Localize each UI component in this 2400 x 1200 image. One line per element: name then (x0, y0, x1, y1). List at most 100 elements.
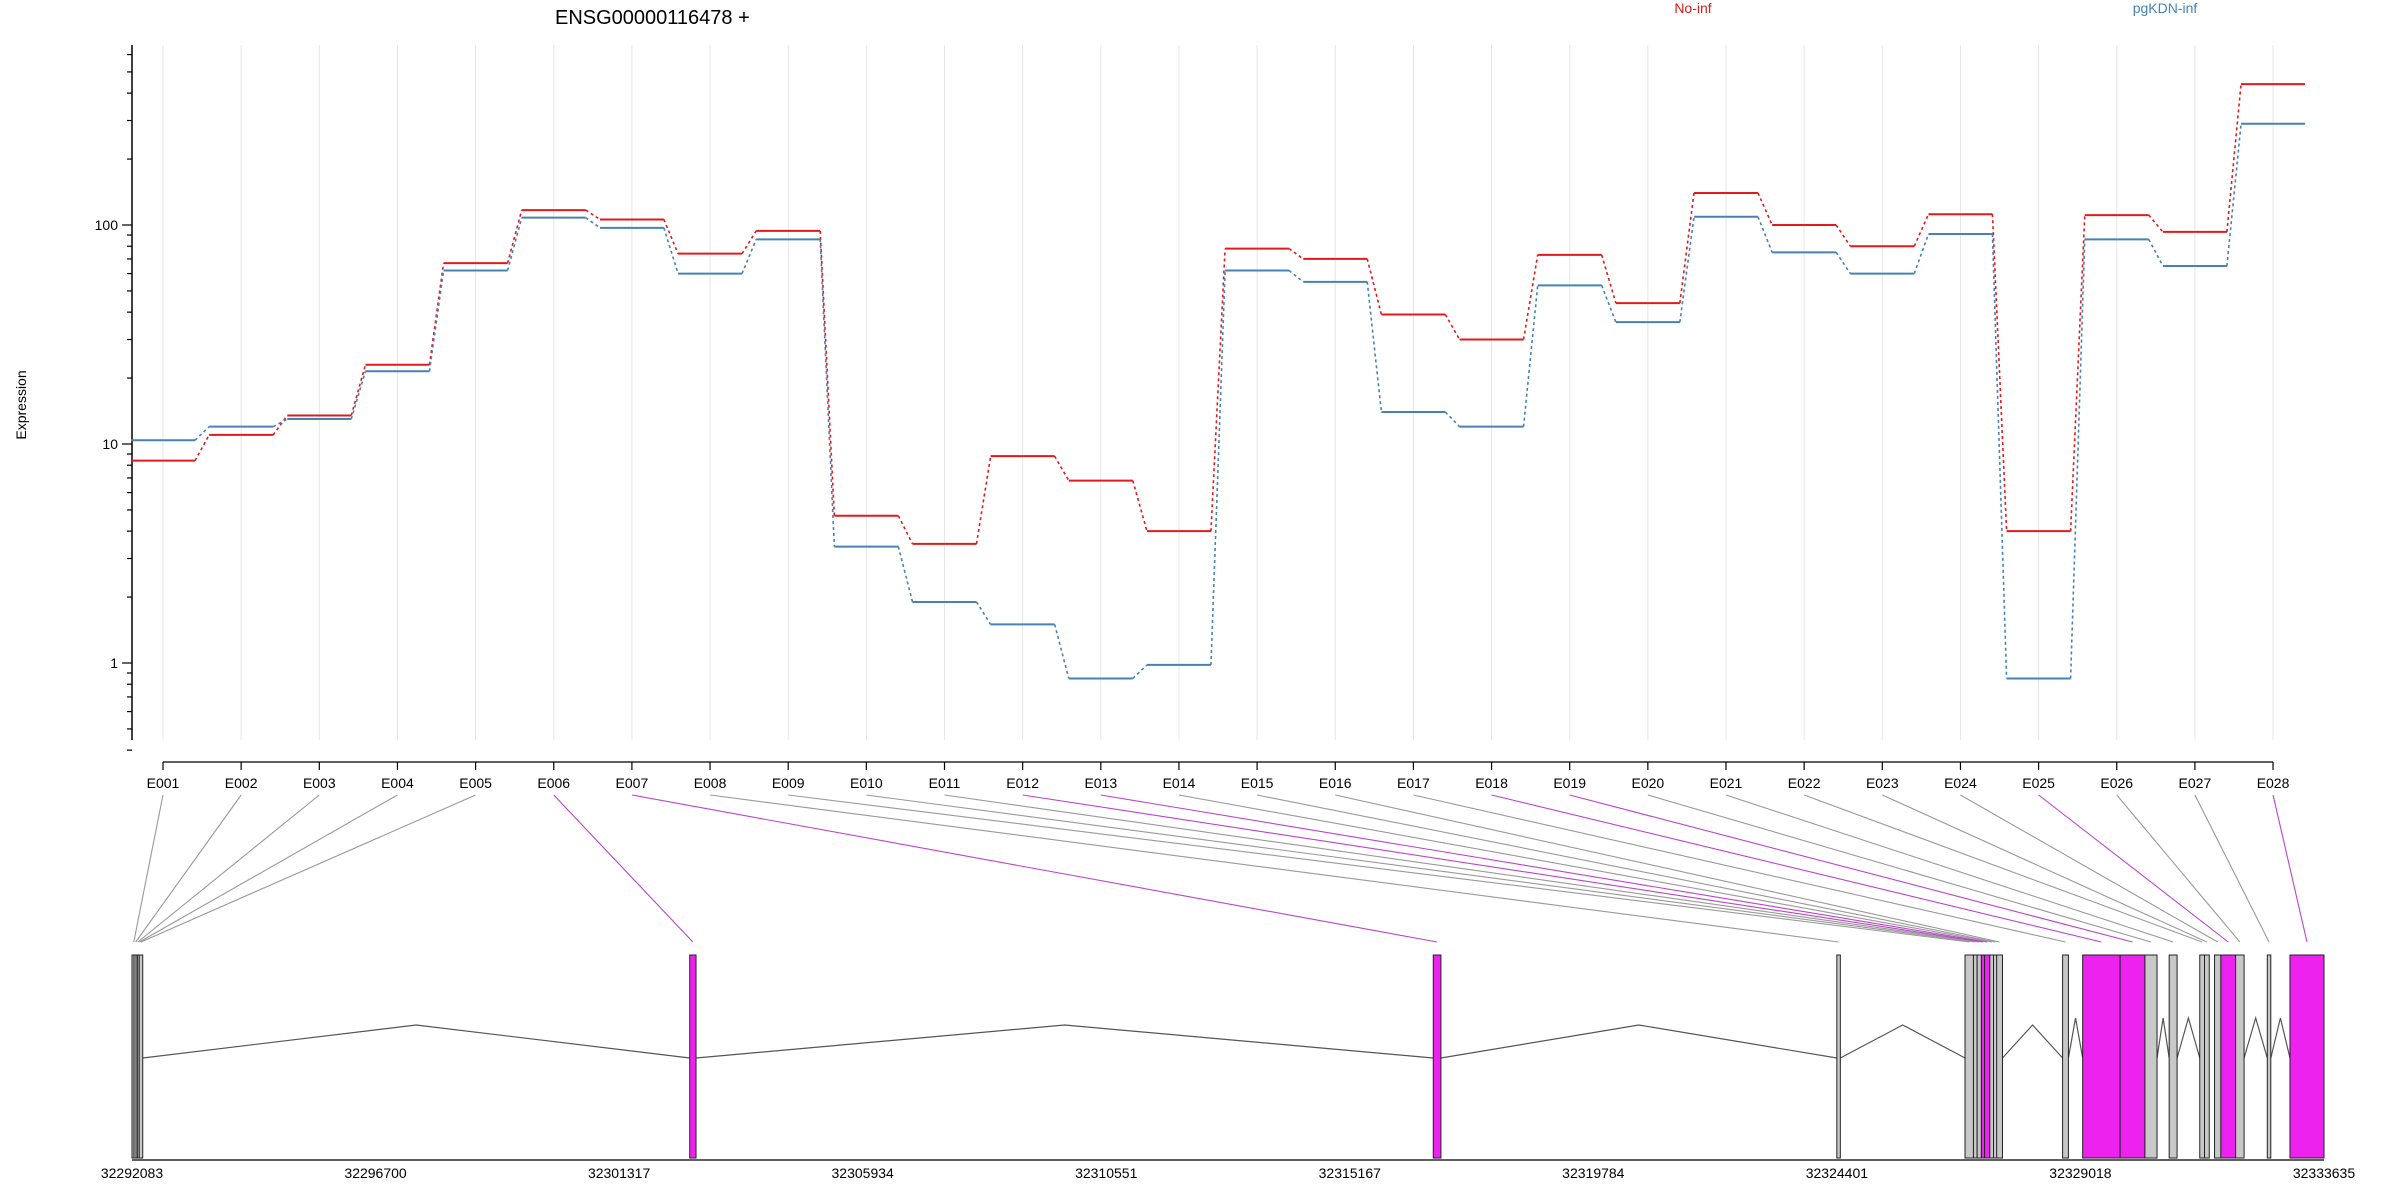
exon-box-E027 (2266, 954, 2272, 1159)
x-tick-label: E028 (2257, 775, 2290, 791)
grid-lines (162, 45, 2274, 740)
x-tick-label: E002 (225, 775, 258, 791)
exon-box-E017 (2062, 954, 2069, 1159)
exon-connector (709, 794, 1839, 943)
y-tick-label: 1 (110, 655, 118, 671)
x-tick-label: E016 (1319, 775, 1352, 791)
exon-connector (2194, 794, 2270, 943)
exon-connector (2038, 794, 2229, 943)
intron-line (2002, 1024, 2064, 1059)
series-1-connector (2226, 123, 2242, 267)
exon-connector (1491, 794, 2102, 943)
x-tick-label: E026 (2100, 775, 2133, 791)
exon-box-E022 (2199, 954, 2206, 1159)
exon-box-E023 (2204, 954, 2210, 1159)
x-tick-label: E010 (850, 775, 883, 791)
exon-box-E019 (2119, 954, 2146, 1159)
exon-connector (137, 794, 320, 943)
series-0-connector (1522, 254, 1539, 340)
intron-line (142, 1024, 690, 1059)
series-0-connector (1835, 224, 1851, 247)
exon-connector (139, 794, 398, 943)
series-0-connector (1132, 480, 1148, 532)
intron-line (2067, 1017, 2084, 1059)
x-tick-label: E007 (616, 775, 649, 791)
exon-box-E007 (1432, 954, 1442, 1159)
x-tick-label: E003 (303, 775, 336, 791)
coordinate-label: 32292083 (101, 1165, 164, 1181)
intron-line (1840, 1024, 1966, 1059)
series-0-connector (350, 364, 367, 416)
coordinate-label: 32305934 (832, 1165, 895, 1181)
gene-track (131, 954, 2325, 1159)
exon-connector (1569, 794, 2133, 943)
exon-connector (2116, 794, 2241, 943)
series-1-connector (1288, 269, 1304, 283)
exon-connector (631, 794, 1438, 943)
series-0-connector (506, 209, 523, 264)
series-1-connector (897, 546, 914, 603)
exon-box-E018 (2082, 954, 2121, 1159)
series-0-connector (1679, 192, 1695, 304)
legend-pgkdn-inf: pgKDN-inf (2133, 0, 2198, 16)
series-0-connector (1991, 214, 2008, 532)
series-lines (131, 83, 2306, 680)
exon-box-E011 (1976, 954, 1982, 1159)
series-1-connector (663, 227, 679, 274)
series-1-connector (1757, 216, 1773, 253)
series-1-connector (1210, 270, 1226, 665)
series-0-connector (1757, 192, 1773, 226)
intron-line (695, 1024, 1434, 1059)
series-0-connector (272, 414, 288, 436)
x-tick-label: E025 (2022, 775, 2055, 791)
series-0-connector (1444, 314, 1461, 340)
intron-line (1440, 1024, 1837, 1059)
series-1-connector (1913, 233, 1930, 274)
x-tick-label: E006 (537, 775, 570, 791)
exon-connector (1178, 794, 1992, 943)
y-axis-label: Expression (13, 370, 29, 439)
x-tick-label: E017 (1397, 775, 1430, 791)
coordinate-label: 32301317 (588, 1165, 651, 1181)
exon-connector (1725, 794, 2174, 943)
exon-connector (1022, 794, 1984, 943)
y-tick-label: 10 (102, 436, 118, 452)
series-1-connector (1835, 251, 1851, 275)
exon-box-E006 (689, 954, 697, 1159)
intron-line (2176, 1015, 2201, 1059)
series-0-connector (897, 515, 914, 545)
series-1-connector (1366, 281, 1383, 413)
exon-connector (788, 794, 1970, 943)
x-tick-label: E004 (381, 775, 414, 791)
exon-connector (1960, 794, 2218, 943)
exon-connector (133, 794, 164, 943)
x-tick-label: E013 (1084, 775, 1117, 791)
exon-connector (553, 794, 694, 943)
exon-connector (1413, 794, 2066, 943)
exon-box-E016 (1996, 954, 2003, 1159)
intron-line (2156, 1017, 2170, 1059)
x-tick-label: E018 (1475, 775, 1508, 791)
x-tick-label: E008 (694, 775, 727, 791)
x-axis-labels: E001 E002 E003 E004 E005 E006 E007 E008 E009 E010… (147, 761, 2290, 791)
exon-connector (2272, 794, 2308, 943)
exon-box-E024 (2214, 954, 2222, 1159)
series-0-connector (663, 219, 679, 254)
exon-connector (1882, 794, 2208, 943)
series-1-connector (1444, 411, 1461, 428)
exon-connector (1803, 794, 2203, 943)
coordinate-label: 32315167 (1319, 1165, 1382, 1181)
exon-connector (866, 794, 1976, 943)
exon-connector (135, 794, 242, 943)
x-tick-label: E027 (2179, 775, 2212, 791)
intron-line (2243, 1015, 2268, 1059)
series-1-connector (1522, 285, 1539, 427)
x-tick-label: E011 (929, 775, 961, 791)
series-0-connector (1600, 254, 1617, 304)
series-0-connector (975, 456, 992, 544)
series-1-connector (585, 217, 601, 229)
series-1-connector (506, 217, 523, 271)
series-1-connector (2148, 238, 2164, 267)
exon-box-E026 (2235, 954, 2245, 1159)
x-tick-label: E015 (1241, 775, 1274, 791)
